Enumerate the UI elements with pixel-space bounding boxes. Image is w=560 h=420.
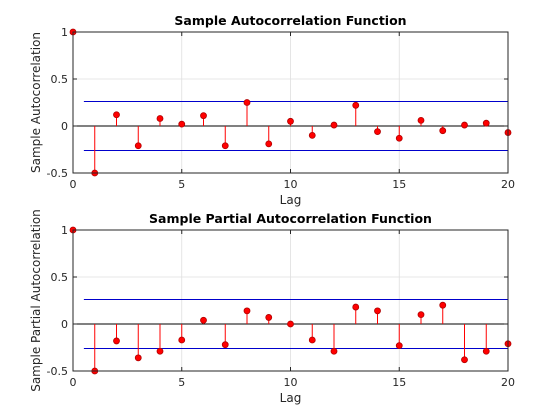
pacf-y-tick-label: 0.5 (51, 271, 69, 284)
acf-marker-lag-8 (243, 99, 251, 106)
pacf-x-tick-label: 20 (501, 376, 515, 389)
pacf-marker-lag-17 (439, 301, 447, 309)
pacf-marker-lag-11 (308, 336, 316, 344)
pacf-marker-lag-9 (265, 314, 273, 321)
acf-marker-lag-4 (156, 115, 164, 122)
pacf-marker-lag-19 (482, 347, 490, 355)
acf-marker-lag-13 (352, 101, 360, 109)
pacf-y-axis-label: Sample Partial Autocorrelation (29, 209, 43, 392)
acf-marker-lag-6 (200, 112, 207, 120)
acf-x-axis-label: Lag (280, 193, 302, 207)
pacf-marker-lag-4 (156, 347, 164, 355)
acf-marker-lag-14 (374, 128, 381, 136)
pacf-marker-lag-18 (461, 356, 468, 364)
pacf-marker-lag-6 (200, 316, 207, 324)
acf-marker-lag-19 (482, 119, 490, 127)
pacf-marker-lag-8 (243, 307, 251, 315)
pacf-y-tick-label: 0 (61, 318, 68, 331)
pacf-marker-lag-5 (178, 336, 186, 344)
acf-x-tick-label: 20 (501, 178, 515, 191)
acf-marker-lag-3 (134, 142, 142, 150)
acf-marker-lag-15 (395, 134, 403, 142)
pacf-marker-lag-16 (417, 311, 425, 319)
pacf-x-tick-label: 5 (178, 376, 185, 389)
pacf-marker-lag-7 (221, 341, 229, 349)
acf-x-tick-label: 10 (284, 178, 298, 191)
acf-x-tick-label: 0 (70, 178, 77, 191)
acf-marker-lag-2 (113, 111, 120, 119)
acf-y-axis-label: Sample Autocorrelation (29, 32, 43, 173)
acf-marker-lag-11 (308, 131, 316, 139)
acf-marker-lag-10 (287, 117, 294, 125)
pacf-x-tick-label: 15 (392, 376, 406, 389)
acf-marker-lag-17 (439, 127, 447, 135)
pacf-x-axis-label: Lag (280, 391, 302, 405)
pacf-y-tick-label: -0.5 (47, 365, 68, 378)
acf-y-tick-label: 1 (61, 26, 68, 39)
acf-chart-title: Sample Autocorrelation Function (174, 13, 406, 28)
acf-x-tick-label: 15 (392, 178, 406, 191)
pacf-marker-lag-15 (395, 342, 403, 350)
acf-x-tick-label: 5 (178, 178, 185, 191)
pacf-marker-lag-10 (287, 320, 294, 328)
pacf-marker-lag-13 (352, 303, 360, 311)
pacf-y-tick-label: 1 (61, 224, 68, 237)
pacf-chart-title: Sample Partial Autocorrelation Function (149, 211, 432, 226)
acf-marker-lag-12 (330, 121, 338, 129)
acf-marker-lag-16 (417, 116, 425, 124)
acf-marker-lag-18 (461, 121, 468, 129)
acf-y-tick-label: 0.5 (51, 73, 69, 86)
pacf-marker-lag-12 (330, 347, 338, 355)
acf-marker-lag-5 (178, 120, 186, 128)
pacf-marker-lag-14 (374, 307, 381, 315)
acf-y-tick-label: -0.5 (47, 167, 68, 180)
pacf-x-tick-label: 10 (284, 376, 298, 389)
pacf-x-tick-label: 0 (70, 376, 77, 389)
acf-marker-lag-9 (265, 140, 273, 148)
acf-y-tick-label: 0 (61, 120, 68, 133)
pacf-marker-lag-3 (134, 354, 142, 362)
acf-marker-lag-7 (221, 142, 229, 150)
pacf-marker-lag-2 (113, 337, 120, 345)
